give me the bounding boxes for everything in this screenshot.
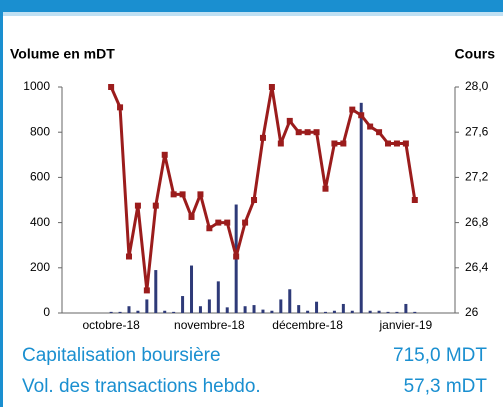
bar	[315, 301, 319, 313]
bar	[136, 310, 140, 313]
y-tick-label: 0	[43, 305, 50, 319]
line-marker	[134, 202, 141, 209]
line-marker	[125, 253, 132, 260]
y2-tick-label: 26,8	[465, 215, 489, 229]
x-tick-label: novembre-18	[174, 318, 245, 332]
line	[109, 85, 417, 292]
info-value: 715,0 MDT	[393, 345, 487, 366]
bar	[225, 307, 229, 313]
bar	[207, 299, 211, 313]
line-marker	[349, 106, 356, 113]
line-marker	[108, 84, 115, 90]
bar	[368, 310, 372, 313]
line-marker	[295, 129, 302, 136]
line-marker	[206, 225, 213, 232]
x-tick-label: janvier-19	[379, 318, 433, 332]
line-marker	[215, 219, 222, 226]
line-marker	[313, 129, 320, 136]
line-marker	[393, 140, 400, 147]
top-band	[0, 0, 503, 12]
bar	[127, 306, 131, 313]
x-tick-label: octobre-18	[82, 318, 140, 332]
line-marker	[304, 129, 311, 136]
bar	[297, 305, 301, 313]
bar	[172, 311, 176, 313]
bar	[163, 310, 167, 313]
bar	[350, 310, 354, 313]
line-marker	[322, 185, 329, 192]
y-tick-label: 400	[30, 215, 50, 229]
line-marker	[233, 253, 240, 260]
line-marker	[143, 287, 150, 294]
info-value: 57,3 mDT	[404, 376, 488, 397]
bar	[145, 299, 149, 313]
info-label: Vol. des transactions hebdo.	[22, 376, 261, 397]
line-marker	[179, 191, 186, 198]
bar	[377, 310, 381, 313]
line-marker	[358, 112, 365, 119]
y2-tick-label: 27,6	[465, 124, 489, 138]
left-border	[0, 12, 3, 407]
y2-tick-label: 26	[465, 305, 479, 319]
y2-tick-label: 28,0	[465, 79, 489, 93]
y2-tick-label: 27,2	[465, 170, 489, 184]
line-marker	[242, 219, 249, 226]
line-marker	[286, 117, 293, 124]
bar	[288, 289, 292, 313]
line-marker	[259, 134, 266, 141]
bar	[216, 281, 220, 313]
line-marker	[197, 191, 204, 198]
bar	[332, 310, 336, 313]
bar	[270, 310, 274, 313]
y-axis-title: Volume en mDT	[10, 46, 115, 62]
y-tick-label: 600	[30, 170, 50, 184]
y-tick-label: 200	[30, 260, 50, 274]
x-tick-label: décembre-18	[272, 318, 343, 332]
line-marker	[402, 140, 409, 147]
bar	[154, 270, 158, 313]
bar	[118, 311, 122, 313]
bar	[413, 311, 417, 313]
bar	[306, 310, 310, 313]
bar	[359, 102, 363, 313]
top-strip	[0, 12, 503, 16]
bar	[109, 311, 113, 313]
bar	[341, 303, 345, 313]
bar	[190, 265, 194, 313]
bar	[198, 306, 202, 313]
line-marker	[224, 219, 231, 226]
bar	[261, 309, 265, 313]
info-label: Capitalisation boursière	[22, 345, 221, 366]
line-marker	[268, 84, 275, 90]
bar	[395, 311, 399, 313]
line-marker	[161, 151, 168, 158]
line-marker	[188, 213, 195, 220]
line-marker	[340, 140, 347, 147]
y-tick-label: 800	[30, 124, 50, 138]
bar	[386, 311, 390, 313]
line-marker	[170, 191, 177, 198]
bar	[252, 305, 256, 313]
bar	[404, 303, 408, 313]
bar	[181, 296, 185, 313]
bar	[243, 306, 247, 313]
line-marker	[152, 202, 159, 209]
bar	[279, 299, 283, 313]
y-tick-label: 1000	[23, 79, 50, 93]
line-marker	[376, 129, 383, 136]
y2-tick-label: 26,4	[465, 260, 489, 274]
line-marker	[367, 123, 374, 130]
y2-axis-title: Cours	[455, 46, 496, 62]
line-marker	[385, 140, 392, 147]
line-marker	[411, 197, 418, 203]
line-marker	[277, 140, 284, 147]
line-marker	[117, 104, 124, 111]
bar	[323, 311, 327, 313]
line-marker	[331, 140, 338, 147]
line-marker	[251, 197, 258, 203]
